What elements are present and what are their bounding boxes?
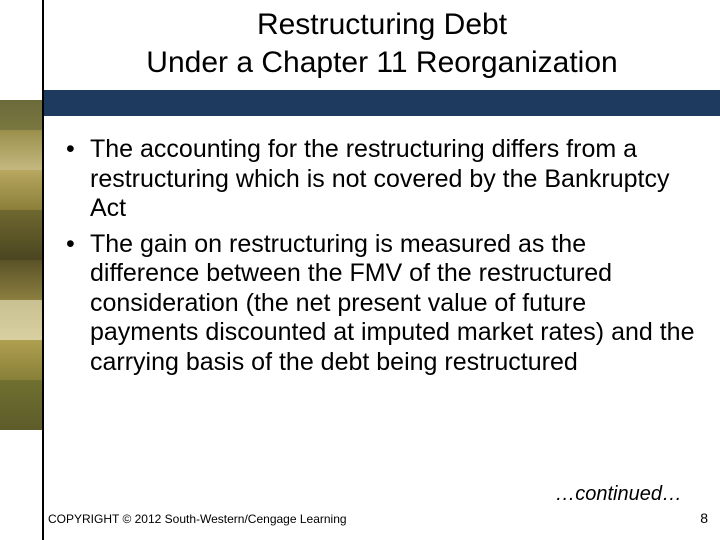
slide: Restructuring Debt Under a Chapter 11 Re… (0, 0, 720, 540)
bullet-item: The gain on restructuring is measured as… (62, 230, 700, 378)
page-number: 8 (700, 510, 708, 526)
title-underline-bar (44, 90, 720, 116)
title-line-2: Under a Chapter 11 Reorganization (44, 44, 720, 82)
sidebar-divider (42, 0, 44, 540)
continued-label: …continued… (555, 483, 682, 506)
copyright-text: COPYRIGHT © 2012 South-Western/Cengage L… (48, 512, 347, 526)
content-area: The accounting for the restructuring dif… (62, 135, 700, 383)
sidebar-decoration (0, 0, 44, 540)
bullet-item: The accounting for the restructuring dif… (62, 135, 700, 224)
title-line-1: Restructuring Debt (44, 6, 720, 44)
slide-title: Restructuring Debt Under a Chapter 11 Re… (44, 6, 720, 81)
